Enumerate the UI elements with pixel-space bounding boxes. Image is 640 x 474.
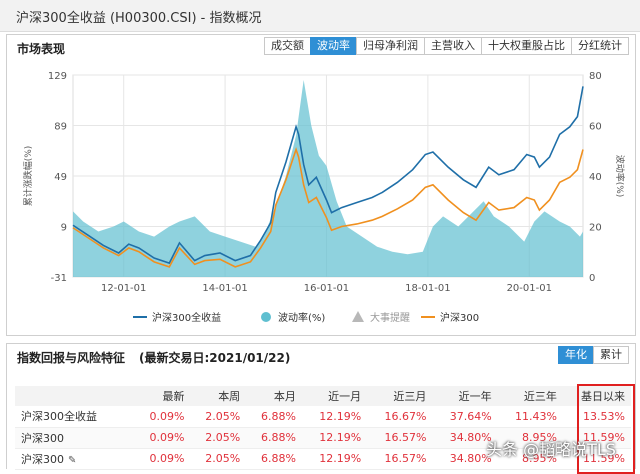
column-header: 基日以来 xyxy=(562,386,631,406)
tab-annualized[interactable]: 年化 xyxy=(558,346,594,364)
y2-tick-label: 40 xyxy=(589,172,602,183)
legend-label: 大事提醒 xyxy=(370,311,410,324)
tab-volatility[interactable]: 波动率 xyxy=(310,37,357,55)
y-tick-label: 9 xyxy=(61,223,67,234)
table-cell: 8.95% xyxy=(497,448,563,470)
column-header: 本周 xyxy=(190,386,247,406)
table-row: 沪深300全收益 0.09% 2.05% 6.88% 12.19% 16.67%… xyxy=(15,406,631,428)
table-cell: 6.88% xyxy=(246,427,302,449)
page-header: 沪深300全收益 (H00300.CSI) - 指数概况 xyxy=(0,0,640,32)
y-tick-label: 129 xyxy=(48,71,67,82)
table-cell: 11.59% xyxy=(562,448,631,470)
returns-title: 指数回报与风险特征 (最新交易日:2021/01/22) xyxy=(17,349,290,366)
y2-tick-label: 20 xyxy=(589,223,602,234)
tab-net-profit[interactable]: 归母净利润 xyxy=(356,37,425,55)
series-line-total-return xyxy=(72,86,584,265)
table-cell: 0.09% xyxy=(134,406,191,428)
table-cell: 16.67% xyxy=(367,406,433,428)
table-cell: 16.57% xyxy=(367,427,433,449)
column-header: 最新 xyxy=(134,386,191,406)
returns-panel: 指数回报与风险特征 (最新交易日:2021/01/22) 年化 累计 最新 本周 … xyxy=(6,343,636,474)
row-name: 沪深300 xyxy=(15,427,135,449)
y2-axis-label: 波动率(%) xyxy=(614,155,626,198)
y-axis-label: 累计涨跌幅(%) xyxy=(22,146,34,207)
table-cell: 6.88% xyxy=(246,448,302,470)
tab-cumulative[interactable]: 累计 xyxy=(593,346,629,364)
x-tick-label: 14-01-01 xyxy=(202,283,247,294)
y-tick-label: 49 xyxy=(54,172,67,183)
performance-chart-svg: -31 9 49 89 129 0 20 40 60 80 12-01-01 14-01-01 16-0… xyxy=(22,71,626,324)
table-cell: 34.80% xyxy=(432,427,498,449)
table-cell: 8.95% xyxy=(497,427,563,449)
table-cell: 11.59% xyxy=(562,427,631,449)
volatility-area xyxy=(73,80,583,277)
y2-tick-label: 80 xyxy=(589,71,602,82)
table-cell: 16.57% xyxy=(367,448,433,470)
column-header: 近一月 xyxy=(301,386,368,406)
market-panel-header: 市场表现 成交额 波动率 归母净利润 主营收入 十大权重股占比 分红统计 xyxy=(7,35,635,59)
x-tick-label: 20-01-01 xyxy=(507,283,552,294)
y2-tick-label: 60 xyxy=(589,122,602,133)
returns-table: 最新 本周 本月 近一月 近三月 近一年 近三年 基日以来 沪深300全收益 0… xyxy=(15,386,631,470)
table-cell: 12.19% xyxy=(301,448,368,470)
table-cell: 12.19% xyxy=(301,427,368,449)
column-header xyxy=(15,386,135,406)
tab-turnover[interactable]: 成交额 xyxy=(264,37,311,55)
table-cell: 37.64% xyxy=(432,406,498,428)
column-header: 近三年 xyxy=(497,386,563,406)
x-tick-label: 18-01-01 xyxy=(405,283,450,294)
table-row: 沪深300 ✎ 0.09% 2.05% 6.88% 12.19% 16.57% 3… xyxy=(15,448,631,470)
series-line-csi300 xyxy=(72,146,584,268)
table-cell: 6.88% xyxy=(246,406,302,428)
performance-chart: -31 9 49 89 129 0 20 40 60 80 12-01-01 14-01-01 16-0… xyxy=(7,59,635,335)
x-tick-label: 12-01-01 xyxy=(101,283,146,294)
column-header: 本月 xyxy=(246,386,302,406)
edit-icon[interactable]: ✎ xyxy=(68,454,77,466)
row-name: 沪深300全收益 xyxy=(15,406,135,428)
table-cell: 11.43% xyxy=(497,406,563,428)
y-tick-label: -31 xyxy=(51,273,67,284)
returns-tabs: 年化 累计 xyxy=(558,346,629,364)
tab-top10-weight[interactable]: 十大权重股占比 xyxy=(481,37,572,55)
table-cell: 13.53% xyxy=(562,406,631,428)
x-tick-label: 16-01-01 xyxy=(304,283,349,294)
table-cell: 12.19% xyxy=(301,406,368,428)
column-header: 近一年 xyxy=(432,386,498,406)
table-cell: 2.05% xyxy=(190,427,247,449)
watermark: 头条 @韬略说TLS xyxy=(486,440,616,459)
row-name-text: 沪深300 xyxy=(21,452,64,466)
legend-swatch xyxy=(352,311,364,322)
table-cell: 2.05% xyxy=(190,406,247,428)
market-title: 市场表现 xyxy=(17,42,66,56)
market-tabs: 成交额 波动率 归母净利润 主营收入 十大权重股占比 分红统计 xyxy=(264,37,629,55)
tab-dividend[interactable]: 分红统计 xyxy=(571,37,629,55)
returns-panel-header: 指数回报与风险特征 (最新交易日:2021/01/22) 年化 累计 xyxy=(7,344,635,368)
legend-label: 波动率(%) xyxy=(278,311,325,324)
latest-trading-date: (最新交易日:2021/01/22) xyxy=(139,351,291,365)
legend-label: 沪深300全收益 xyxy=(152,311,221,324)
table-row: 沪深300 0.09% 2.05% 6.88% 12.19% 16.57% 34… xyxy=(15,427,631,449)
table-cell: 0.09% xyxy=(134,448,191,470)
legend-label: 沪深300 xyxy=(440,311,479,324)
returns-title-text: 指数回报与风险特征 xyxy=(17,351,126,365)
y-tick-label: 89 xyxy=(54,122,67,133)
page-title: 沪深300全收益 (H00300.CSI) - 指数概况 xyxy=(16,11,262,26)
table-cell: 2.05% xyxy=(190,448,247,470)
table-header-row: 最新 本周 本月 近一月 近三月 近一年 近三年 基日以来 xyxy=(15,386,631,406)
table-cell: 0.09% xyxy=(134,427,191,449)
tab-revenue[interactable]: 主营收入 xyxy=(424,37,482,55)
legend-swatch xyxy=(261,312,271,322)
market-panel: 市场表现 成交额 波动率 归母净利润 主营收入 十大权重股占比 分红统计 -31… xyxy=(6,34,636,336)
row-name: 沪深300 ✎ xyxy=(15,448,135,470)
y2-tick-label: 0 xyxy=(589,273,595,284)
column-header: 近三月 xyxy=(367,386,433,406)
